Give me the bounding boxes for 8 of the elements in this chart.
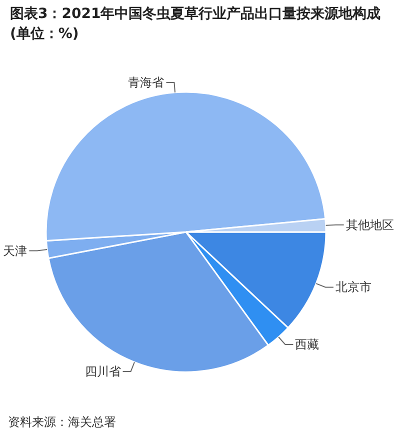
text: 资料来源：海关总署: [8, 414, 116, 431]
slice-label: 西藏: [295, 338, 320, 352]
slice-label: 四川省: [84, 364, 121, 378]
slice-label: 青海省: [128, 75, 164, 90]
slice-label: 其他地区: [346, 218, 394, 232]
chart-title: 图表3：2021年中国冬虫夏草行业产品出口量按来源地构成(单位：%): [10, 5, 382, 44]
slice-label: 天津: [3, 244, 28, 258]
slice-label: 北京市: [335, 280, 372, 294]
